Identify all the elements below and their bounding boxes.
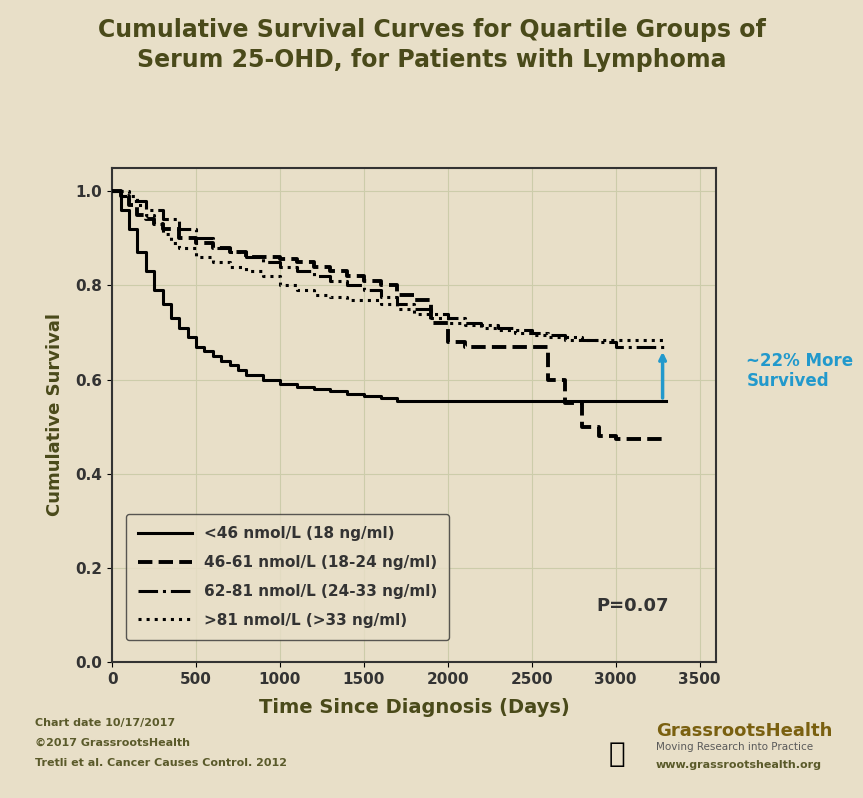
Text: GrassrootsHealth: GrassrootsHealth (656, 722, 832, 741)
Text: Chart date 10/17/2017: Chart date 10/17/2017 (35, 718, 174, 729)
Text: Moving Research into Practice: Moving Research into Practice (656, 742, 813, 753)
X-axis label: Time Since Diagnosis (Days): Time Since Diagnosis (Days) (259, 698, 570, 717)
Text: Cumulative Survival Curves for Quartile Groups of
Serum 25-OHD, for Patients wit: Cumulative Survival Curves for Quartile … (98, 18, 765, 72)
Text: www.grassrootshealth.org: www.grassrootshealth.org (656, 760, 822, 770)
Text: ~22% More
Survived: ~22% More Survived (746, 352, 854, 390)
Y-axis label: Cumulative Survival: Cumulative Survival (47, 314, 65, 516)
Legend: <46 nmol/L (18 ng/ml), 46-61 nmol/L (18-24 ng/ml), 62-81 nmol/L (24-33 ng/ml), >: <46 nmol/L (18 ng/ml), 46-61 nmol/L (18-… (126, 514, 450, 640)
Text: ©2017 GrassrootsHealth: ©2017 GrassrootsHealth (35, 738, 190, 749)
Text: P=0.07: P=0.07 (596, 597, 669, 614)
Text: 🏛: 🏛 (608, 740, 626, 768)
Text: Tretli et al. Cancer Causes Control. 2012: Tretli et al. Cancer Causes Control. 201… (35, 758, 287, 768)
